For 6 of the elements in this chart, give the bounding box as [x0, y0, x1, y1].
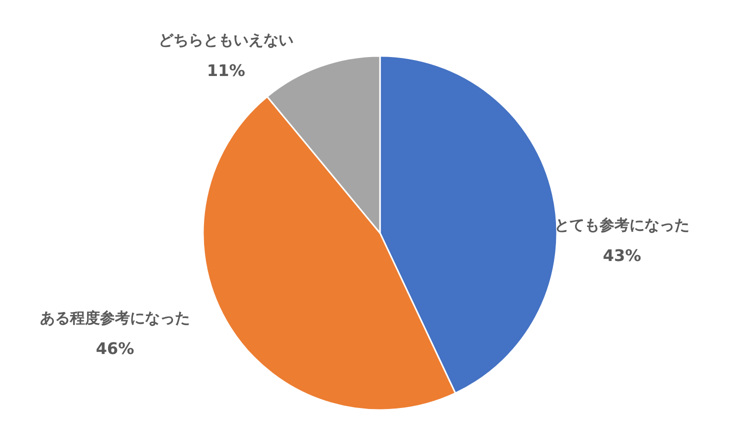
data-label: 11% — [206, 61, 246, 80]
data-label: 43% — [602, 246, 642, 265]
slice-label: どちらともいえない — [158, 31, 294, 49]
slice-label: ある程度参考になった — [40, 309, 190, 327]
slice-label: とても参考になった — [554, 216, 690, 234]
data-label: 46% — [96, 339, 134, 358]
